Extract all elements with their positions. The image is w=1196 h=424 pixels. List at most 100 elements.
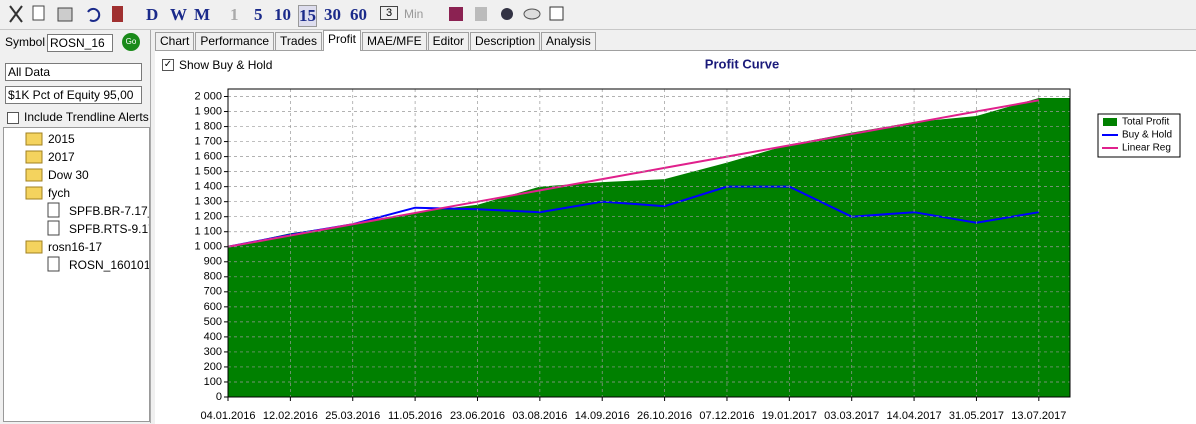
plot-frame bbox=[227, 88, 1071, 398]
book-icon[interactable] bbox=[112, 6, 123, 22]
tree-folder[interactable]: Dow 30 bbox=[48, 168, 89, 182]
folder-icon bbox=[25, 186, 43, 200]
x-tick-label: 07.12.2016 bbox=[699, 410, 754, 422]
sidebar: Symbol ROSN_16 Go All Data $1K Pct of Eq… bbox=[0, 30, 151, 423]
tab[interactable]: Editor bbox=[427, 32, 469, 50]
buy-hold-label: Show Buy & Hold bbox=[179, 58, 273, 72]
legend-label: Total Profit bbox=[1122, 117, 1169, 128]
legend-label: Linear Reg bbox=[1122, 143, 1171, 154]
check-icon[interactable] bbox=[549, 6, 564, 21]
x-tick-label: 12.02.2016 bbox=[263, 410, 318, 422]
tree-file[interactable]: ROSN_160101_ bbox=[69, 258, 150, 272]
buy-hold-checkbox[interactable]: ✓ bbox=[162, 59, 174, 71]
range-select[interactable]: All Data bbox=[5, 63, 142, 81]
legend-label: Buy & Hold bbox=[1122, 130, 1172, 141]
x-tick-label: 04.01.2016 bbox=[200, 410, 255, 422]
y-tick-label: 700 bbox=[204, 286, 222, 298]
interval-button[interactable]: 10 bbox=[274, 5, 291, 24]
x-tick-label: 11.05.2016 bbox=[388, 410, 442, 422]
chart-title: Profit Curve bbox=[705, 56, 779, 71]
undo-icon[interactable] bbox=[87, 7, 101, 22]
interval-button[interactable]: 60 bbox=[350, 5, 367, 24]
legend-swatch bbox=[1103, 118, 1117, 126]
tree-file[interactable]: SPFB.RTS-9.17_ bbox=[69, 222, 149, 236]
tab[interactable]: Profit bbox=[322, 30, 361, 51]
count-box[interactable]: 3 bbox=[380, 6, 398, 20]
toolbar-icons-2 bbox=[449, 6, 564, 21]
file-icon bbox=[47, 256, 60, 272]
period-button[interactable]: W bbox=[170, 5, 187, 24]
cut-icon[interactable] bbox=[9, 5, 23, 23]
folder-icon bbox=[25, 132, 43, 146]
y-tick-label: 500 bbox=[204, 316, 222, 328]
x-tick-label: 19.01.2017 bbox=[762, 410, 817, 422]
y-tick-label: 2 000 bbox=[194, 90, 222, 102]
x-tick-label: 03.08.2016 bbox=[512, 410, 567, 422]
y-tick-label: 400 bbox=[204, 331, 222, 343]
y-tick-label: 1 900 bbox=[194, 105, 222, 117]
unit-dropdown[interactable]: Min bbox=[404, 7, 424, 21]
interval-button[interactable]: 1 bbox=[230, 5, 239, 24]
y-tick-label: 1 200 bbox=[194, 211, 222, 223]
symbol-box[interactable]: ROSN_16 bbox=[47, 34, 113, 52]
x-tick-label: 25.03.2016 bbox=[325, 410, 380, 422]
y-tick-label: 800 bbox=[204, 271, 222, 283]
y-tick-label: 100 bbox=[204, 376, 222, 388]
y-tick-label: 1 000 bbox=[194, 241, 222, 253]
tree: 2015 2017 Dow 30 fych SPFB.BR-7.17_1 SPF… bbox=[3, 127, 150, 422]
interval-button[interactable]: 5 bbox=[254, 5, 263, 24]
tab[interactable]: Chart bbox=[155, 32, 195, 50]
tree-icons bbox=[25, 132, 60, 272]
go-button[interactable]: Go bbox=[122, 33, 140, 51]
tab[interactable]: Performance bbox=[195, 32, 275, 50]
period-button[interactable]: M bbox=[194, 5, 211, 24]
chat-icon[interactable] bbox=[523, 8, 541, 20]
x-tick-label: 13.07.2017 bbox=[1011, 410, 1066, 422]
trendline-checkbox[interactable] bbox=[7, 112, 19, 124]
tree-file[interactable]: SPFB.BR-7.17_1 bbox=[69, 204, 149, 218]
tree-folder[interactable]: 2017 bbox=[48, 150, 75, 164]
file-icon bbox=[47, 202, 60, 218]
y-tick-label: 300 bbox=[204, 346, 222, 358]
book-icon[interactable] bbox=[449, 7, 463, 21]
sizing-select[interactable]: $1K Pct of Equity 95,00 bbox=[5, 86, 142, 104]
x-tick-label: 31.05.2017 bbox=[949, 410, 1004, 422]
interval-button[interactable]: 15 bbox=[298, 5, 317, 27]
y-tick-label: 1 300 bbox=[194, 196, 222, 208]
folder-icon bbox=[25, 150, 43, 164]
tree-folder[interactable]: rosn16-17 bbox=[48, 240, 103, 254]
tab[interactable]: Trades bbox=[275, 32, 322, 50]
toolbar: D W M 1 5 10 15 30 60 3 Min bbox=[0, 0, 1196, 30]
y-tick-label: 200 bbox=[204, 361, 222, 373]
y-tick-label: 900 bbox=[204, 256, 222, 268]
tree-folder[interactable]: fych bbox=[48, 186, 71, 200]
trendline-label: Include Trendline Alerts bbox=[24, 110, 149, 124]
y-tick-label: 1 800 bbox=[194, 120, 222, 132]
toolbar-icons bbox=[9, 5, 123, 23]
y-tick-label: 0 bbox=[216, 391, 222, 403]
tab[interactable]: MAE/MFE bbox=[361, 32, 427, 50]
folder-icon bbox=[25, 240, 43, 254]
y-tick-label: 1 100 bbox=[194, 226, 222, 238]
x-tick-label: 14.09.2016 bbox=[575, 410, 630, 422]
doc-icon[interactable] bbox=[475, 7, 487, 21]
x-tick-label: 23.06.2016 bbox=[450, 410, 505, 422]
period-button[interactable]: D bbox=[146, 5, 159, 24]
tab[interactable]: Description bbox=[470, 32, 541, 50]
y-tick-label: 1 500 bbox=[194, 166, 222, 178]
x-tick-label: 03.03.2017 bbox=[824, 410, 879, 422]
line bbox=[227, 99, 1039, 248]
tab[interactable]: Analysis bbox=[541, 32, 596, 50]
tree-folder[interactable]: 2015 bbox=[48, 132, 75, 146]
folder-icon bbox=[25, 168, 43, 182]
interval-button[interactable]: 30 bbox=[324, 5, 341, 24]
y-tick-label: 1 700 bbox=[194, 135, 222, 147]
copy-icon[interactable] bbox=[32, 5, 45, 21]
y-tick-label: 1 600 bbox=[194, 151, 222, 163]
x-tick-label: 14.04.2017 bbox=[887, 410, 942, 422]
area bbox=[228, 98, 1070, 397]
x-tick-label: 26.10.2016 bbox=[637, 410, 692, 422]
gear-icon[interactable] bbox=[501, 8, 513, 20]
print-icon[interactable] bbox=[57, 7, 73, 22]
